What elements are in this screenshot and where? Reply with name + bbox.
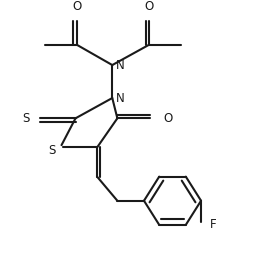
Text: S: S xyxy=(48,143,55,157)
Text: N: N xyxy=(116,58,124,72)
Text: S: S xyxy=(22,112,30,125)
Text: O: O xyxy=(72,0,81,13)
Text: O: O xyxy=(162,112,172,125)
Text: F: F xyxy=(209,218,216,231)
Text: N: N xyxy=(116,91,124,105)
Text: O: O xyxy=(144,0,153,13)
